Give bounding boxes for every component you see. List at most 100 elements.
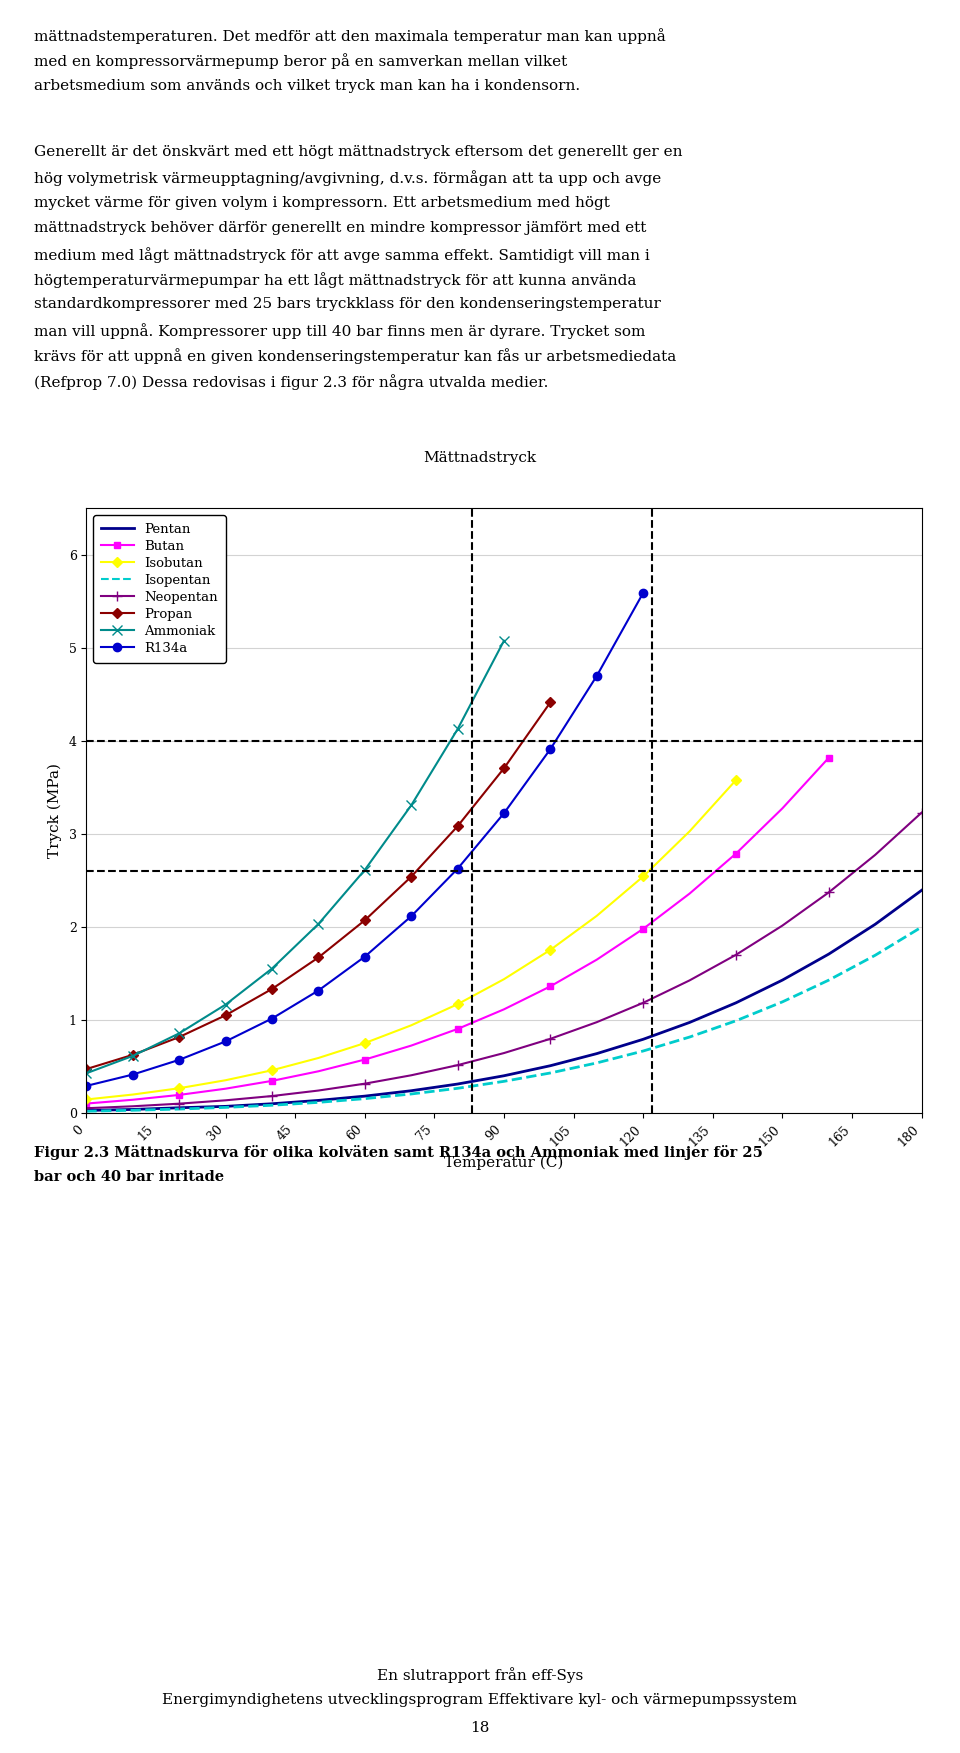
Ammoniak <box>220 994 231 1015</box>
Pentan <box>916 880 927 901</box>
Neopentan <box>452 1055 464 1076</box>
Isopentan <box>405 1083 417 1104</box>
Neopentan <box>174 1094 185 1115</box>
Isopentan <box>359 1089 371 1110</box>
Propan <box>81 1059 92 1080</box>
Line: R134a: R134a <box>83 589 647 1090</box>
Text: (Refprop 7.0) Dessa redovisas i figur 2.3 för några utvalda medier.: (Refprop 7.0) Dessa redovisas i figur 2.… <box>34 373 548 389</box>
Isobutan <box>637 866 649 887</box>
R134a <box>591 666 603 687</box>
Isobutan <box>81 1089 92 1110</box>
Propan <box>127 1045 138 1066</box>
Pentan <box>637 1029 649 1050</box>
R134a <box>637 582 649 603</box>
Pentan <box>452 1073 464 1094</box>
Propan <box>266 978 277 999</box>
Butan <box>684 884 695 905</box>
Line: Neopentan: Neopentan <box>82 808 926 1113</box>
Line: Pentan: Pentan <box>86 891 922 1110</box>
Butan <box>777 798 788 819</box>
Y-axis label: Tryck (MPa): Tryck (MPa) <box>47 763 61 859</box>
R134a <box>405 906 417 927</box>
Text: hög volymetrisk värmeupptagning/avgivning, d.v.s. förmågan att ta upp och avge: hög volymetrisk värmeupptagning/avgivnin… <box>34 170 660 186</box>
R134a <box>266 1008 277 1029</box>
Pentan <box>498 1066 510 1087</box>
Text: En slutrapport från eff-Sys: En slutrapport från eff-Sys <box>377 1667 583 1683</box>
Butan <box>637 919 649 940</box>
Isobutan <box>405 1015 417 1036</box>
Neopentan <box>544 1029 556 1050</box>
Isopentan <box>591 1052 603 1073</box>
Butan <box>81 1094 92 1115</box>
Isopentan <box>637 1041 649 1062</box>
Butan <box>359 1048 371 1069</box>
Legend: Pentan, Butan, Isobutan, Isopentan, Neopentan, Propan, Ammoniak, R134a: Pentan, Butan, Isobutan, Isopentan, Neop… <box>93 515 226 663</box>
Neopentan <box>870 845 881 866</box>
Text: Generellt är det önskvärt med ett högt mättnadstryck eftersom det generellt ger : Generellt är det önskvärt med ett högt m… <box>34 145 683 160</box>
Isopentan <box>266 1094 277 1115</box>
R134a <box>452 859 464 880</box>
Isopentan <box>870 945 881 966</box>
Propan <box>452 815 464 836</box>
Pentan <box>405 1080 417 1101</box>
Neopentan <box>591 1011 603 1033</box>
Ammoniak <box>498 629 510 650</box>
Pentan <box>127 1099 138 1120</box>
Neopentan <box>359 1073 371 1094</box>
Line: Isopentan: Isopentan <box>86 927 922 1111</box>
Isobutan <box>220 1069 231 1090</box>
Text: Mättnadstryck: Mättnadstryck <box>423 451 537 465</box>
Butan <box>266 1071 277 1092</box>
Pentan <box>731 992 742 1013</box>
Butan <box>544 976 556 997</box>
Propan <box>220 1004 231 1026</box>
Butan <box>405 1034 417 1055</box>
Text: Energimyndighetens utvecklingsprogram Effektivare kyl- och värmepumpssystem: Energimyndighetens utvecklingsprogram Ef… <box>162 1693 798 1707</box>
Pentan <box>313 1090 324 1111</box>
Butan <box>220 1078 231 1099</box>
R134a <box>544 738 556 759</box>
Neopentan <box>405 1064 417 1085</box>
Pentan <box>359 1085 371 1106</box>
Isopentan <box>916 917 927 938</box>
Isobutan <box>174 1078 185 1099</box>
Text: 18: 18 <box>470 1721 490 1735</box>
Neopentan <box>684 969 695 990</box>
Butan <box>313 1061 324 1082</box>
Neopentan <box>777 915 788 936</box>
Neopentan <box>916 803 927 824</box>
Isopentan <box>220 1097 231 1118</box>
R134a <box>81 1075 92 1096</box>
Neopentan <box>823 882 834 903</box>
Propan <box>544 692 556 713</box>
Pentan <box>777 969 788 990</box>
Pentan <box>823 943 834 964</box>
Propan <box>313 947 324 968</box>
Text: högtemperaturvärmepumpar ha ett lågt mättnadstryck för att kunna använda: högtemperaturvärmepumpar ha ett lågt mät… <box>34 272 636 287</box>
Isopentan <box>777 992 788 1013</box>
Pentan <box>870 913 881 934</box>
Ammoniak <box>266 959 277 980</box>
Propan <box>359 910 371 931</box>
Neopentan <box>637 992 649 1013</box>
Butan <box>452 1018 464 1040</box>
Propan <box>174 1027 185 1048</box>
Ammoniak <box>81 1062 92 1083</box>
Ammoniak <box>452 719 464 740</box>
Neopentan <box>266 1085 277 1106</box>
Neopentan <box>313 1080 324 1101</box>
Isopentan <box>452 1078 464 1099</box>
Line: Propan: Propan <box>83 699 554 1073</box>
Isobutan <box>544 940 556 961</box>
R134a <box>498 803 510 824</box>
Ammoniak <box>405 794 417 815</box>
Isobutan <box>313 1048 324 1069</box>
Neopentan <box>81 1097 92 1118</box>
Text: krävs för att uppnå en given kondenseringstemperatur kan fås ur arbetsmediedata: krävs för att uppnå en given kondenserin… <box>34 349 676 365</box>
Text: Figur 2.3 Mättnadskurva för olika kolväten samt R134a och Ammoniak med linjer fö: Figur 2.3 Mättnadskurva för olika kolvät… <box>34 1145 762 1160</box>
Isobutan <box>731 770 742 791</box>
R134a <box>359 947 371 968</box>
Pentan <box>591 1043 603 1064</box>
Pentan <box>266 1094 277 1115</box>
Ammoniak <box>359 859 371 880</box>
